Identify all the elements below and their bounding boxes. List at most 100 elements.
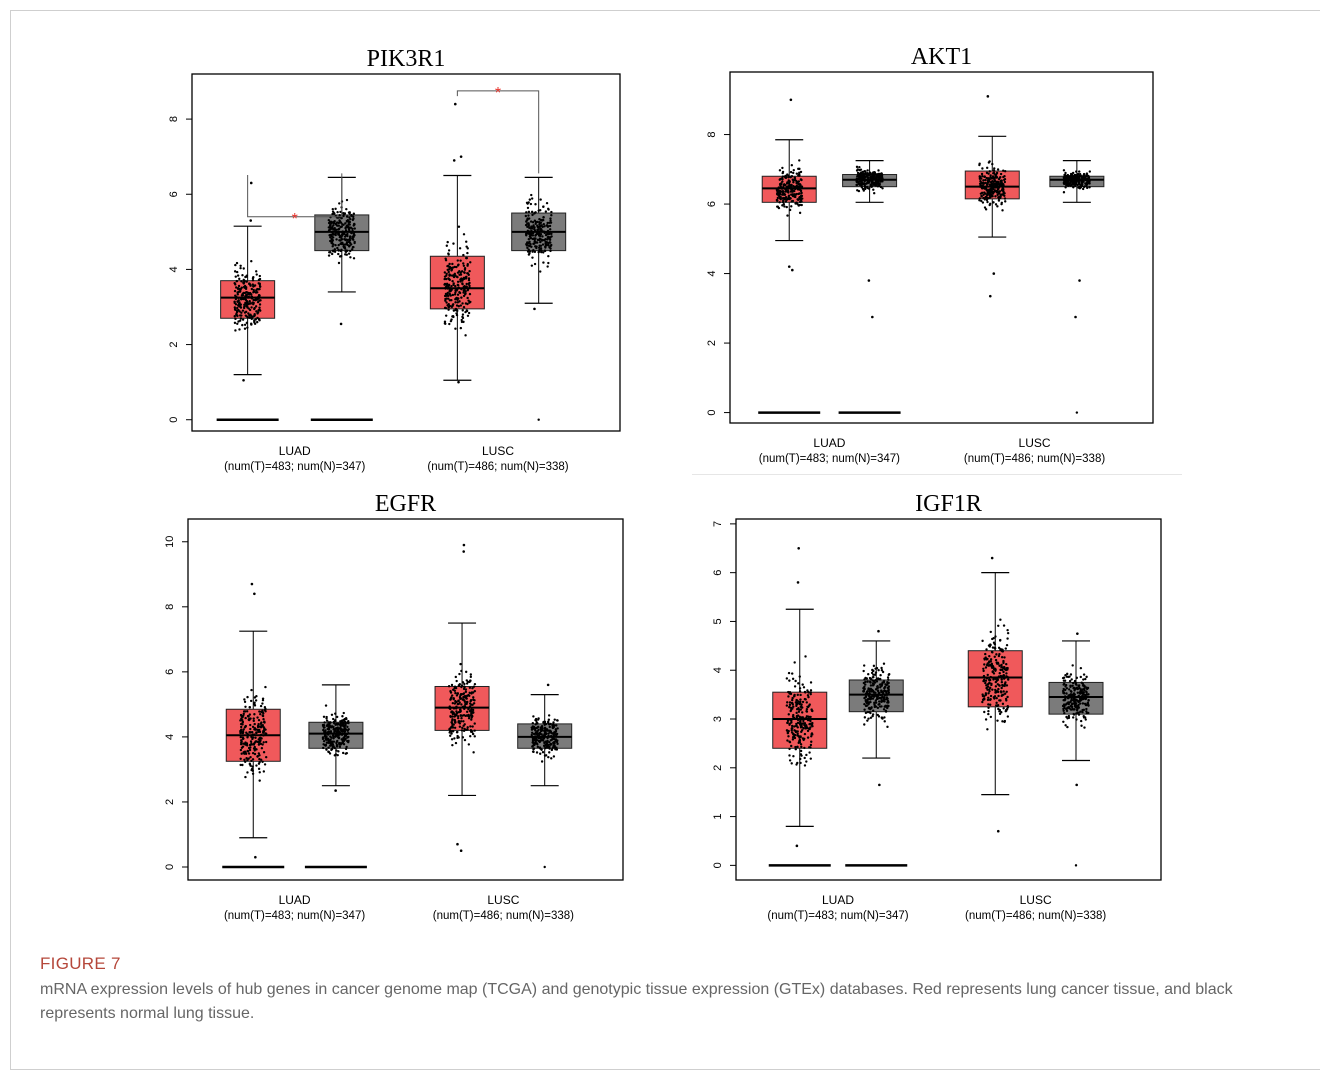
data-point <box>1064 175 1067 178</box>
data-point <box>1070 705 1073 708</box>
data-point <box>544 210 548 213</box>
data-point <box>458 720 461 723</box>
data-point <box>324 704 328 707</box>
data-point <box>871 669 875 672</box>
data-point <box>451 715 454 718</box>
data-point <box>987 197 990 200</box>
data-point <box>986 663 989 666</box>
data-point <box>1086 181 1089 184</box>
data-point <box>803 690 807 694</box>
data-point <box>250 317 254 320</box>
data-point <box>245 731 248 734</box>
data-point <box>531 725 535 728</box>
data-point <box>447 278 451 281</box>
data-point <box>326 731 329 734</box>
data-point <box>540 760 544 763</box>
data-point <box>1000 691 1003 694</box>
data-point <box>253 726 257 730</box>
x-group-sublabel: (num(T)=483; num(N)=347) <box>767 910 908 922</box>
data-point <box>992 169 996 172</box>
data-point <box>531 237 534 241</box>
data-point <box>242 742 245 745</box>
data-point <box>1081 702 1085 705</box>
data-point <box>337 252 340 256</box>
data-point <box>352 215 355 218</box>
data-point <box>464 302 468 305</box>
data-point <box>993 178 996 182</box>
data-point <box>806 694 810 697</box>
data-point <box>1082 716 1086 719</box>
data-point <box>350 213 353 217</box>
data-point <box>527 214 530 217</box>
data-point <box>1079 689 1082 693</box>
data-point <box>259 734 262 737</box>
data-point <box>981 700 984 704</box>
data-point <box>790 721 793 724</box>
data-point <box>250 735 253 739</box>
data-point <box>790 205 793 208</box>
data-point <box>332 728 335 731</box>
data-point <box>1003 676 1007 679</box>
data-point <box>982 679 985 683</box>
data-point <box>550 210 553 214</box>
data-point <box>459 280 462 283</box>
data-point <box>797 707 800 710</box>
data-point <box>460 296 463 299</box>
data-point <box>240 746 244 749</box>
data-point <box>881 670 885 674</box>
data-point <box>449 734 452 737</box>
data-point <box>542 261 545 264</box>
data-point <box>1080 724 1083 727</box>
data-point <box>881 682 884 686</box>
data-point <box>798 174 801 177</box>
data-point <box>1001 209 1004 212</box>
data-point <box>1069 184 1072 187</box>
data-point <box>803 722 807 725</box>
data-point <box>242 285 246 289</box>
data-point <box>1071 181 1074 185</box>
data-point <box>858 183 862 186</box>
data-point <box>464 690 468 694</box>
chart-panel-pik3r1: PIK3R1 0 2 4 6 8 * LUAD (num(T)=483; num(N)=347)… <box>150 40 650 480</box>
data-point <box>978 199 981 202</box>
data-point <box>462 291 465 294</box>
data-point <box>245 275 248 278</box>
x-group-sublabel: (num(T)=486; num(N)=338) <box>965 910 1106 922</box>
data-point <box>1002 169 1005 172</box>
data-point <box>1001 668 1004 672</box>
data-point <box>987 172 990 175</box>
data-point <box>987 692 990 695</box>
data-point <box>248 302 251 305</box>
data-point <box>864 711 868 715</box>
data-point <box>344 720 347 724</box>
data-point <box>995 176 999 179</box>
data-point <box>789 175 792 179</box>
data-point <box>531 234 535 237</box>
data-point <box>993 185 996 188</box>
data-point <box>886 689 890 693</box>
data-point <box>239 266 242 270</box>
data-point <box>866 690 869 693</box>
data-point <box>980 181 983 185</box>
data-point <box>871 689 875 693</box>
data-point <box>872 675 875 679</box>
data-point <box>233 281 236 285</box>
data-point <box>455 700 458 704</box>
data-point <box>785 205 788 209</box>
data-point <box>445 244 449 247</box>
data-point <box>788 759 792 762</box>
data-point <box>525 220 528 223</box>
data-point <box>1062 709 1065 712</box>
data-point <box>874 671 878 674</box>
data-point <box>1082 172 1086 176</box>
data-point <box>242 751 245 754</box>
data-point <box>249 313 252 316</box>
data-point <box>798 675 801 678</box>
data-point <box>1063 688 1067 692</box>
data-point <box>1063 695 1067 698</box>
data-point <box>334 207 337 211</box>
data-point <box>461 279 464 282</box>
outlier-point <box>795 844 799 848</box>
data-point <box>546 232 549 235</box>
data-point <box>1005 643 1009 647</box>
